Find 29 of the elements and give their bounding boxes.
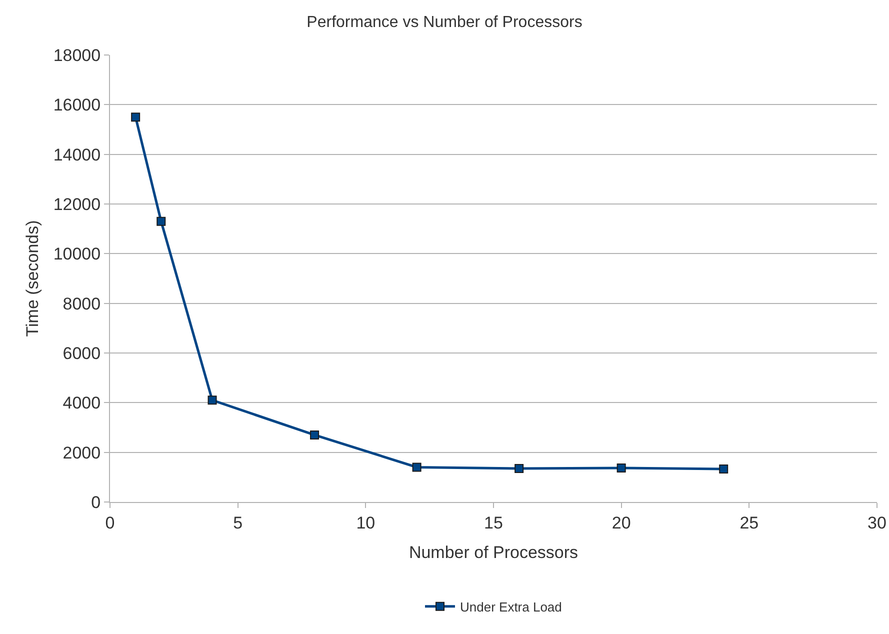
point — [514, 464, 524, 473]
legend-label: Under Extra Load — [460, 599, 562, 614]
y-tick-label: 0 — [91, 492, 101, 512]
x-axis-title: Number of Processors — [408, 542, 578, 562]
point — [156, 216, 166, 226]
y-tick-label: 18000 — [53, 46, 101, 65]
x-tick-label: 10 — [356, 513, 376, 532]
point — [616, 463, 626, 472]
point — [412, 462, 422, 472]
y-tick-label: 2000 — [62, 443, 101, 462]
y-tick-label: 8000 — [62, 294, 101, 314]
x-tick-label: 30 — [868, 513, 886, 532]
y-axis-title: Time (seconds) — [22, 220, 42, 337]
point — [719, 464, 728, 474]
y-tick-label: 6000 — [62, 344, 101, 363]
point — [310, 430, 320, 440]
point — [131, 112, 140, 122]
y-tick-label: 10000 — [53, 244, 101, 264]
y-tick-label: 12000 — [53, 194, 101, 214]
y-tick-label: 16000 — [53, 96, 101, 115]
y-tick-label: 14000 — [53, 145, 101, 164]
x-tick-label: 20 — [612, 513, 631, 532]
x-tick-label: 5 — [233, 513, 243, 532]
point — [208, 396, 217, 405]
x-tick-label: 15 — [484, 513, 503, 532]
x-tick-label: 0 — [105, 513, 115, 532]
chart-title: Performance vs Number of Processors — [306, 14, 582, 32]
y-tick-label: 4000 — [62, 394, 101, 413]
x-tick-label: 25 — [740, 513, 759, 532]
